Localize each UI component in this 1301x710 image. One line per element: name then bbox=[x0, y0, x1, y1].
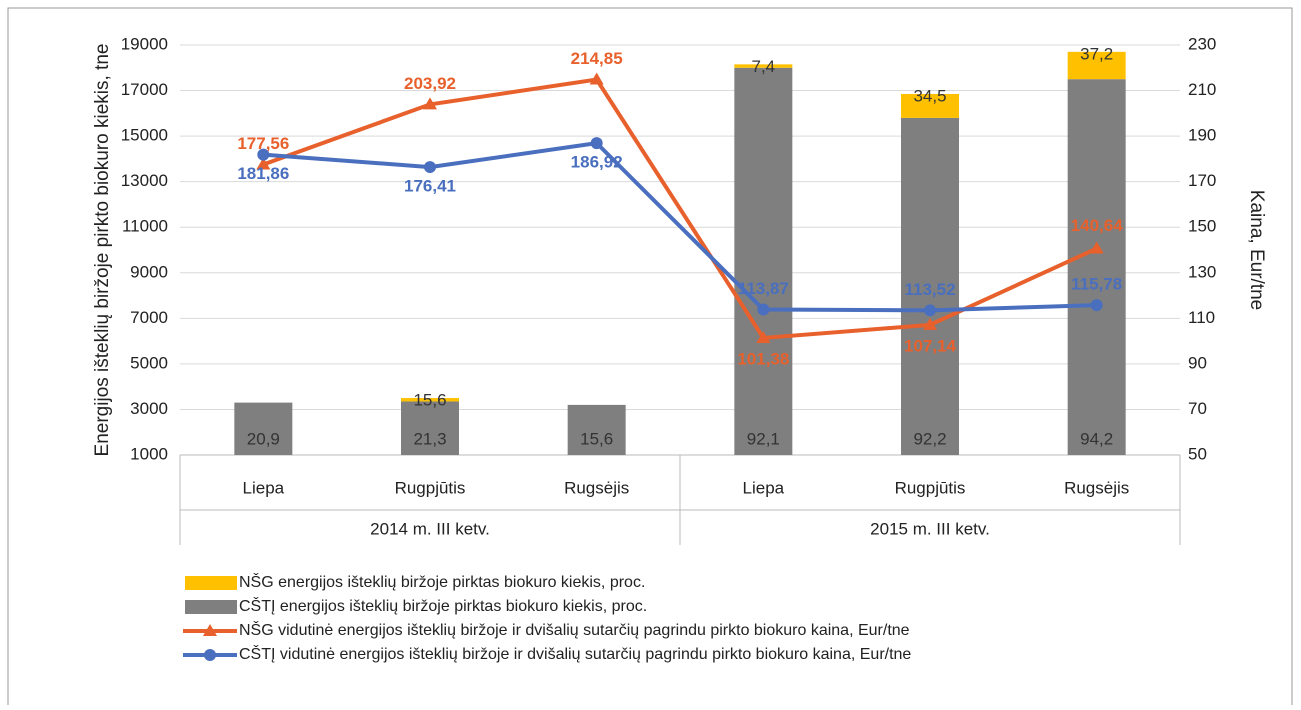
y2-tick-label: 230 bbox=[1188, 34, 1216, 53]
marker bbox=[424, 161, 436, 174]
marker bbox=[423, 97, 437, 110]
y-tick-label: 9000 bbox=[130, 262, 168, 281]
x-tick-label: Rugpjūtis bbox=[895, 478, 966, 497]
x-tick-label: Liepa bbox=[243, 478, 285, 497]
bar-label: 94,2 bbox=[1080, 429, 1113, 448]
data-label: 214,85 bbox=[571, 49, 623, 68]
marker bbox=[256, 157, 271, 170]
data-label: 176,41 bbox=[404, 177, 456, 196]
bar-label: 20,9 bbox=[247, 429, 280, 448]
bar bbox=[1067, 51, 1126, 80]
legend-swatch bbox=[185, 576, 237, 590]
legend-label: CŠTĮ energijos išteklių biržoje pirktas … bbox=[239, 596, 647, 615]
y2-axis-title: Kaina, Eur/tne bbox=[1246, 190, 1267, 310]
y-tick-label: 19000 bbox=[121, 34, 168, 53]
data-label: 186,92 bbox=[571, 153, 623, 172]
marker bbox=[589, 72, 604, 85]
legend-marker bbox=[203, 624, 217, 636]
bar-label: 37,2 bbox=[1080, 44, 1113, 63]
group-label: 2015 m. III ketv. bbox=[870, 519, 990, 538]
legend-label: NŠG vidutinė energijos išteklių biržoje … bbox=[239, 620, 910, 639]
y2-tick-label: 70 bbox=[1188, 399, 1207, 418]
y-tick-label: 15000 bbox=[121, 126, 168, 145]
y2-tick-label: 90 bbox=[1188, 353, 1207, 372]
marker bbox=[1089, 241, 1104, 254]
legend-marker bbox=[204, 649, 216, 661]
bar bbox=[567, 404, 626, 455]
bar bbox=[1067, 79, 1126, 456]
y-tick-label: 5000 bbox=[130, 353, 168, 372]
data-label: 115,78 bbox=[1071, 275, 1122, 294]
bar-label: 7,4 bbox=[752, 57, 776, 76]
legend-swatch bbox=[185, 600, 237, 614]
y2-tick-label: 110 bbox=[1188, 308, 1215, 327]
data-label: 203,92 bbox=[404, 74, 456, 93]
line bbox=[262, 77, 1098, 341]
marker bbox=[923, 317, 937, 330]
bar bbox=[734, 67, 793, 456]
y2-tick-label: 150 bbox=[1188, 217, 1216, 236]
bar bbox=[234, 402, 293, 455]
y-tick-label: 3000 bbox=[130, 399, 168, 418]
y-tick-label: 11000 bbox=[122, 217, 168, 236]
marker bbox=[756, 330, 771, 343]
legend-label: NŠG energijos išteklių biržoje pirktas b… bbox=[239, 572, 645, 591]
bar-label: 92,1 bbox=[747, 429, 780, 448]
data-label: 177,56 bbox=[237, 134, 289, 153]
y-axis-title: Energijos išteklių biržoje pirkto biokur… bbox=[92, 44, 113, 457]
bar-label: 21,3 bbox=[413, 429, 446, 448]
x-tick-label: Rugsėjis bbox=[564, 478, 629, 497]
bar-label: 34,5 bbox=[913, 86, 946, 105]
x-tick-label: Liepa bbox=[743, 478, 785, 497]
legend-label: CŠTĮ vidutinė energijos išteklių biržoje… bbox=[239, 644, 911, 663]
marker bbox=[757, 303, 770, 316]
marker bbox=[257, 148, 270, 161]
bar-label: 15,6 bbox=[413, 391, 446, 410]
bar-label: 92,2 bbox=[913, 429, 946, 448]
y-tick-label: 7000 bbox=[130, 308, 168, 327]
data-label: 113,52 bbox=[904, 280, 955, 299]
bar bbox=[734, 64, 793, 68]
y2-tick-label: 170 bbox=[1188, 171, 1216, 190]
x-tick-label: Rugpjūtis bbox=[395, 478, 466, 497]
data-label: 140,64 bbox=[1071, 216, 1124, 235]
group-label: 2014 m. III ketv. bbox=[370, 519, 490, 538]
data-label: 107,14 bbox=[904, 336, 957, 355]
y-tick-label: 1000 bbox=[130, 444, 168, 463]
data-label: 101,38 bbox=[737, 349, 789, 368]
y2-tick-label: 130 bbox=[1188, 262, 1216, 281]
bar bbox=[901, 93, 959, 118]
y2-tick-label: 190 bbox=[1188, 126, 1216, 145]
line bbox=[263, 141, 1097, 313]
bar-label: 15,6 bbox=[580, 429, 613, 448]
x-tick-label: Rugsėjis bbox=[1064, 478, 1129, 497]
marker bbox=[590, 137, 603, 150]
bar bbox=[401, 401, 459, 455]
bar bbox=[401, 398, 459, 402]
y2-tick-label: 50 bbox=[1188, 444, 1207, 463]
data-label: 113,87 bbox=[738, 279, 789, 298]
y-tick-label: 17000 bbox=[121, 80, 168, 99]
y2-tick-label: 210 bbox=[1188, 80, 1216, 99]
bar bbox=[901, 117, 959, 455]
y-tick-label: 13000 bbox=[121, 171, 168, 190]
marker bbox=[924, 304, 936, 317]
data-label: 181,86 bbox=[237, 164, 289, 183]
marker bbox=[1090, 299, 1103, 312]
